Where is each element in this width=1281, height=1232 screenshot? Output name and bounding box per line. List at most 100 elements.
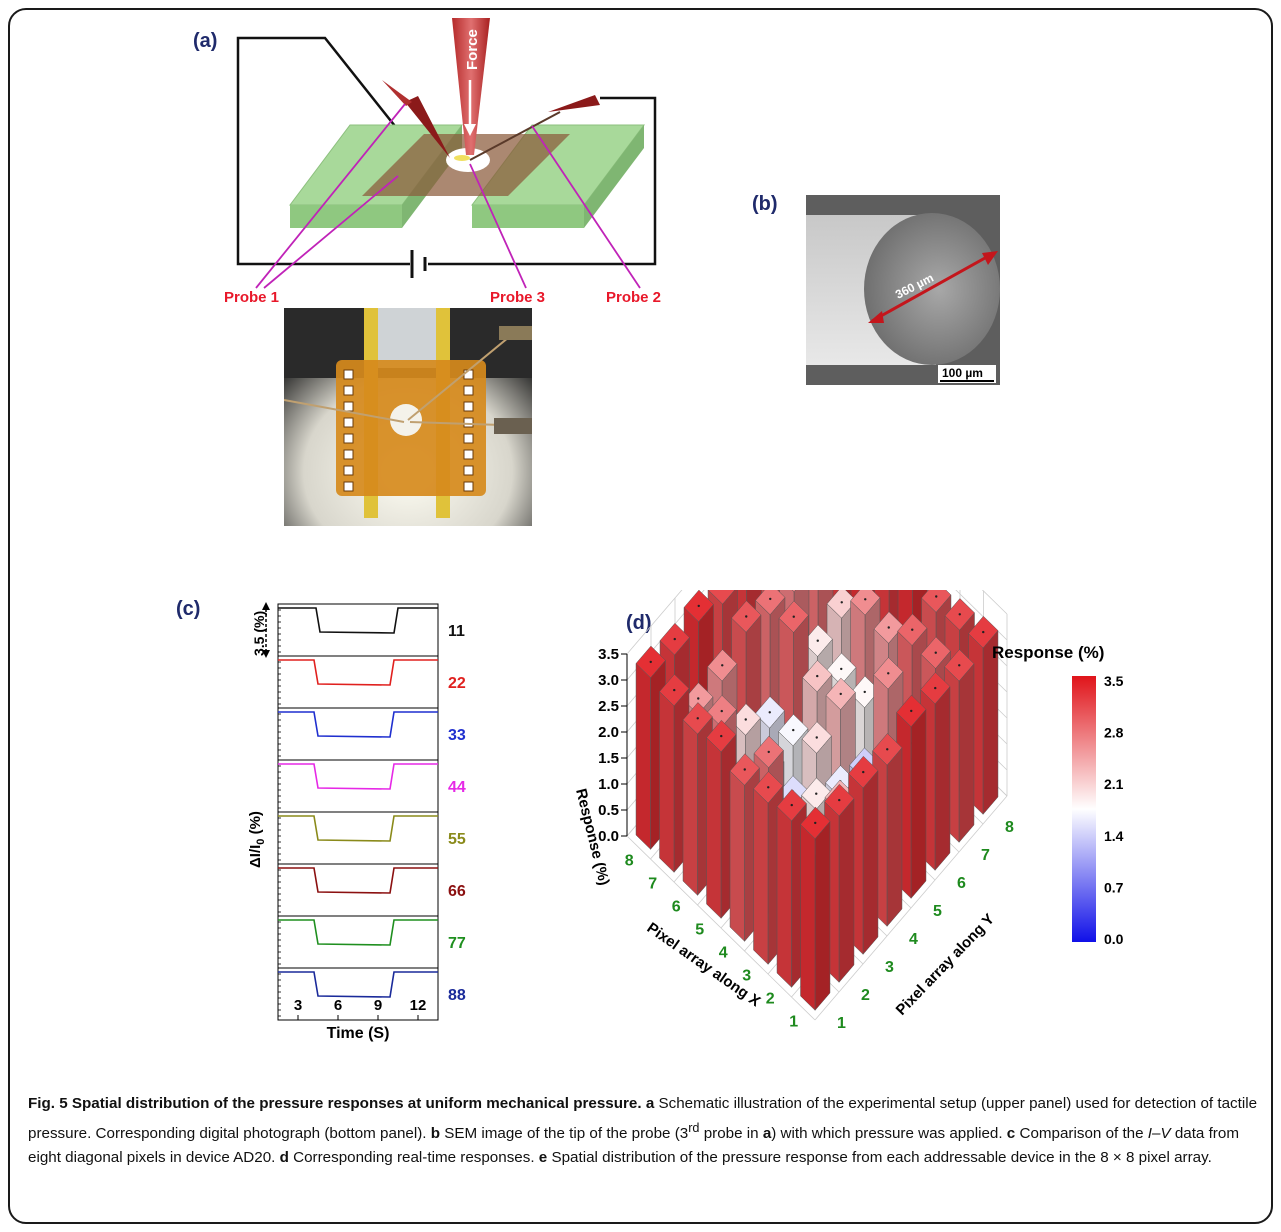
trace-label: 11 — [448, 623, 465, 640]
bar-errorbar — [744, 718, 747, 721]
trace-line-77 — [278, 919, 438, 946]
trace-label: 55 — [448, 831, 466, 848]
bar-errorbar — [864, 598, 867, 601]
bar-errorbar — [790, 803, 793, 807]
figure-caption: Fig. 5 Spatial distribution of the press… — [28, 1092, 1260, 1170]
bar-errorbar — [816, 639, 819, 642]
bar-errorbar — [934, 651, 937, 654]
probe3-label: Probe 3 — [490, 289, 545, 306]
z-tick-label: 1.5 — [598, 750, 619, 767]
caption-letter: b — [430, 1125, 441, 1143]
y-tick-label: 2 — [861, 987, 870, 1004]
x-tick-label: 1 — [789, 1014, 798, 1031]
colorbar — [1072, 676, 1096, 942]
trace-box — [277, 967, 439, 1021]
trace-group: 11 22 33 44 55 66 77 88 — [277, 603, 466, 1021]
caption-letter: a — [645, 1095, 655, 1112]
probe2-label: Probe 2 — [606, 289, 661, 306]
bar-x1-y1 — [800, 806, 831, 1011]
bar-errorbar — [839, 692, 842, 696]
colorbar-tick-label: 0.0 — [1104, 931, 1124, 947]
bar-errorbar — [911, 628, 914, 631]
colorbar-tick-label: 1.4 — [1104, 828, 1124, 844]
colorbar-tick-label: 2.1 — [1104, 776, 1124, 792]
x-tick-label: 6 — [334, 997, 342, 1014]
x-tick-label: 7 — [648, 876, 657, 893]
panel-label-d: (d) — [626, 612, 652, 634]
z-tick-label: 2.0 — [598, 724, 619, 741]
bar-face — [753, 788, 769, 965]
bar-errorbar — [743, 768, 746, 771]
force-label: Force — [464, 29, 481, 70]
trace-box — [277, 863, 439, 917]
z-tick-label: 3.5 — [598, 646, 619, 663]
x-tick-label: 2 — [766, 991, 775, 1008]
caption-title: Spatial distribution of the pressure res… — [67, 1095, 642, 1112]
panel-c-traces: 3.5 (%) ΔI/I0 (%) 11 22 33 44 55 66 77 88 3 6 9… — [247, 602, 466, 1042]
y-tick-label: 5 — [933, 903, 942, 920]
scale-label: 3.5 (%) — [251, 611, 267, 656]
caption-letter: e — [538, 1149, 548, 1167]
y-tick-label: 3 — [885, 959, 894, 976]
bar-top — [707, 590, 736, 605]
caption-letter: d — [279, 1149, 289, 1167]
x-tick-label: 6 — [672, 899, 681, 916]
bar-errorbar — [767, 786, 770, 789]
caption-text: probe in — [699, 1125, 763, 1143]
probe1-needle — [405, 96, 450, 158]
caption-fig: Fig. 5 — [28, 1095, 68, 1112]
x-tick-label: 9 — [374, 997, 382, 1014]
bar-errorbar — [910, 709, 913, 713]
y-tick-label: 8 — [1005, 819, 1014, 836]
y-tick-label: 1 — [837, 1015, 846, 1032]
z-tick-label: 3.0 — [598, 672, 619, 689]
panel-label-a: (a) — [193, 30, 218, 52]
x-tick-label: 8 — [625, 853, 634, 870]
colorbar-ticks: 3.5 2.8 2.1 1.4 0.7 0.0 — [1104, 673, 1124, 947]
y-tick-label: 7 — [981, 847, 990, 864]
bar-errorbar — [935, 595, 938, 598]
bar-errorbar — [721, 664, 724, 667]
x-tick-label: 5 — [695, 922, 704, 939]
caption-sup: rd — [688, 1121, 700, 1135]
trace-label: 66 — [448, 883, 466, 900]
trace-line-22 — [278, 659, 438, 686]
x-tick-label: 4 — [719, 945, 728, 962]
z-tick-label: 0.5 — [598, 802, 619, 819]
panel-d-3d-bar-chart: 0.00.51.01.52.02.53.03.51234567812345678… — [572, 590, 1124, 1032]
bar-errorbar — [720, 734, 723, 738]
circuit-wire-right — [428, 96, 657, 266]
x-axis-label: Time (S) — [327, 1025, 390, 1042]
trace-line-55 — [278, 815, 438, 842]
trace-line-33 — [278, 711, 438, 738]
figure-frame — [8, 8, 1273, 1224]
bar-errorbar — [769, 597, 772, 601]
trace-label: 33 — [448, 727, 466, 744]
y-axis-label: ΔI/I0 (%) — [247, 811, 267, 868]
z-tick-label: 1.0 — [598, 776, 619, 793]
trace-box — [277, 759, 439, 813]
bar-errorbar — [958, 613, 961, 616]
trace-label: 44 — [448, 779, 466, 796]
bar-errorbar — [840, 667, 843, 671]
x-tick-label: 3 — [294, 997, 302, 1014]
trace-box — [277, 707, 439, 761]
bar-face — [706, 737, 722, 919]
bar-face — [800, 823, 816, 1011]
trace-line-66 — [278, 867, 438, 894]
right-electrode-side — [584, 125, 644, 228]
bar-group — [635, 590, 999, 1011]
bar-errorbar — [720, 709, 723, 713]
caption-italic: I–V — [1147, 1125, 1171, 1143]
bar-errorbar — [673, 688, 676, 692]
bar-errorbar — [649, 660, 652, 664]
bar-errorbar — [792, 728, 795, 732]
probe2-needle — [548, 95, 600, 112]
circuit-wire — [236, 36, 415, 266]
x-tick-label: 3 — [742, 968, 751, 985]
trace-label: 77 — [448, 935, 466, 952]
bar-errorbar — [815, 792, 818, 795]
bar-face — [635, 662, 651, 850]
trace-label: 22 — [448, 675, 466, 692]
bar-face — [814, 820, 831, 1011]
